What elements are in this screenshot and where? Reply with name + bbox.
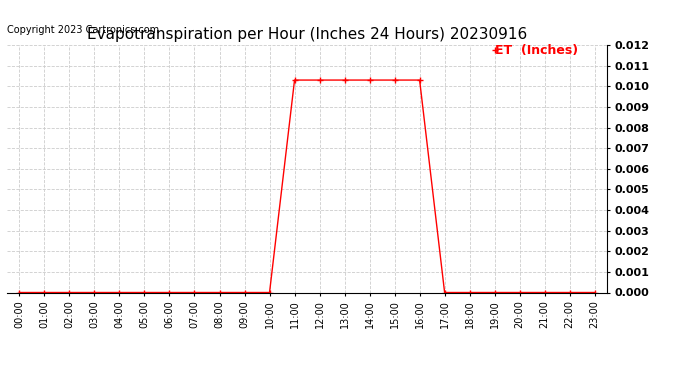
Text: Copyright 2023 Cartronics.com: Copyright 2023 Cartronics.com: [7, 25, 159, 35]
ET  (Inches): [290, 78, 299, 82]
Line: ET  (Inches): ET (Inches): [17, 77, 598, 295]
ET  (Inches): [466, 290, 474, 295]
ET  (Inches): [566, 290, 574, 295]
ET  (Inches): [540, 290, 549, 295]
ET  (Inches): [440, 290, 449, 295]
ET  (Inches): [40, 290, 48, 295]
ET  (Inches): [315, 78, 324, 82]
ET  (Inches): [215, 290, 224, 295]
ET  (Inches): [491, 290, 499, 295]
ET  (Inches): [90, 290, 99, 295]
ET  (Inches): [140, 290, 148, 295]
Legend: ET  (Inches): ET (Inches): [490, 39, 583, 62]
ET  (Inches): [266, 290, 274, 295]
ET  (Inches): [240, 290, 248, 295]
ET  (Inches): [515, 290, 524, 295]
Title: Evapotranspiration per Hour (Inches 24 Hours) 20230916: Evapotranspiration per Hour (Inches 24 H…: [87, 27, 527, 42]
ET  (Inches): [366, 78, 374, 82]
ET  (Inches): [190, 290, 199, 295]
ET  (Inches): [66, 290, 74, 295]
ET  (Inches): [166, 290, 174, 295]
ET  (Inches): [415, 78, 424, 82]
ET  (Inches): [591, 290, 599, 295]
ET  (Inches): [115, 290, 124, 295]
ET  (Inches): [15, 290, 23, 295]
ET  (Inches): [391, 78, 399, 82]
ET  (Inches): [340, 78, 348, 82]
